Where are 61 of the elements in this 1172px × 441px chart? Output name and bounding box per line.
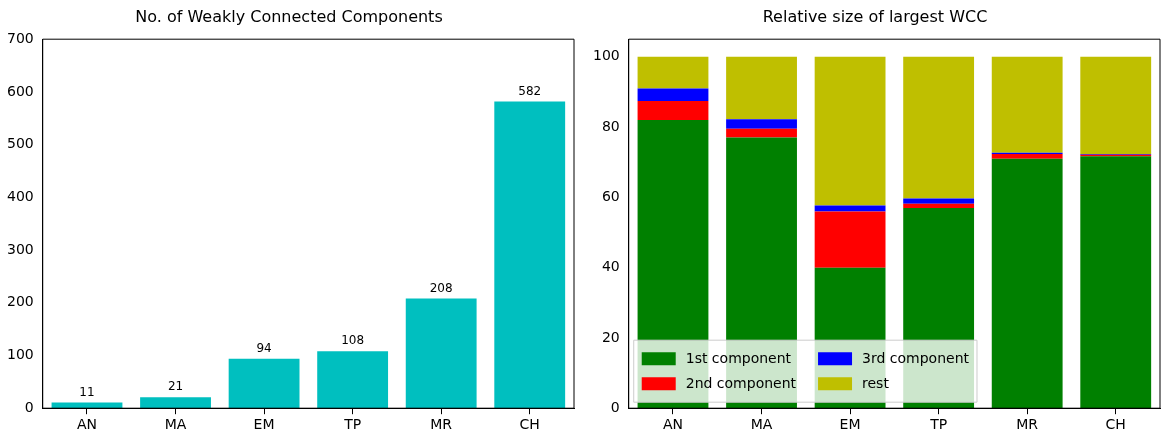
bar	[903, 203, 975, 208]
x-tick-label: MA	[750, 416, 773, 433]
x-tick-label: TP	[343, 416, 362, 433]
bar	[637, 88, 709, 102]
y-tick-label: 300	[6, 240, 34, 257]
y-tick-label: 400	[6, 187, 34, 204]
x-tick-label: MR	[1016, 416, 1039, 433]
bar	[726, 128, 797, 138]
legend-label: 1st component	[685, 349, 792, 366]
y-tick-label: 60	[601, 187, 620, 204]
x-tick-label: CH	[1105, 416, 1126, 433]
bar	[494, 101, 566, 409]
y-tick-label: 40	[601, 258, 620, 275]
data-label: 11	[79, 384, 95, 399]
bar	[1080, 156, 1152, 409]
y-tick-label: 20	[601, 328, 620, 345]
x-tick-label: CH	[519, 416, 540, 433]
bar	[140, 397, 211, 409]
bar	[405, 298, 477, 409]
legend-label: rest	[862, 374, 890, 391]
data-label: 21	[167, 379, 184, 394]
bar	[726, 119, 797, 129]
bar	[814, 205, 886, 212]
bar	[814, 56, 886, 206]
bar	[317, 351, 389, 409]
data-label: 582	[518, 83, 542, 98]
y-tick-label: 0	[24, 398, 34, 415]
y-tick-label: 0	[610, 398, 620, 415]
data-label: 108	[341, 333, 365, 348]
bar	[903, 56, 975, 199]
y-tick-label: 600	[6, 82, 34, 99]
x-tick-label: EM	[253, 416, 275, 433]
bar	[991, 154, 1063, 159]
bar	[637, 101, 709, 121]
bar	[637, 56, 709, 89]
x-tick-label: MA	[164, 416, 187, 433]
x-tick-label: TP	[929, 416, 948, 433]
y-tick-label: 700	[6, 29, 34, 46]
y-tick-label: 100	[6, 346, 34, 363]
y-tick-label: 500	[6, 135, 34, 152]
x-tick-label: AN	[662, 416, 684, 433]
bar	[903, 198, 975, 204]
bar	[51, 402, 123, 409]
data-label: 94	[256, 340, 272, 355]
x-tick-label: MR	[430, 416, 453, 433]
x-tick-label: EM	[839, 416, 861, 433]
legend-label: 2nd component	[685, 374, 797, 391]
chart-title: No. of Weakly Connected Components	[135, 6, 443, 26]
y-tick-label: 80	[601, 117, 620, 134]
bar	[1080, 56, 1152, 155]
bar	[726, 56, 797, 120]
bar	[991, 56, 1063, 153]
bar	[991, 158, 1063, 409]
data-label: 208	[429, 280, 453, 295]
y-tick-label: 100	[592, 47, 620, 64]
y-tick-label: 200	[6, 293, 34, 310]
bar	[814, 211, 886, 268]
bar	[228, 358, 300, 409]
chart-title: Relative size of largest WCC	[762, 6, 988, 26]
x-tick-label: AN	[76, 416, 98, 433]
legend-label: 3rd component	[862, 349, 970, 366]
